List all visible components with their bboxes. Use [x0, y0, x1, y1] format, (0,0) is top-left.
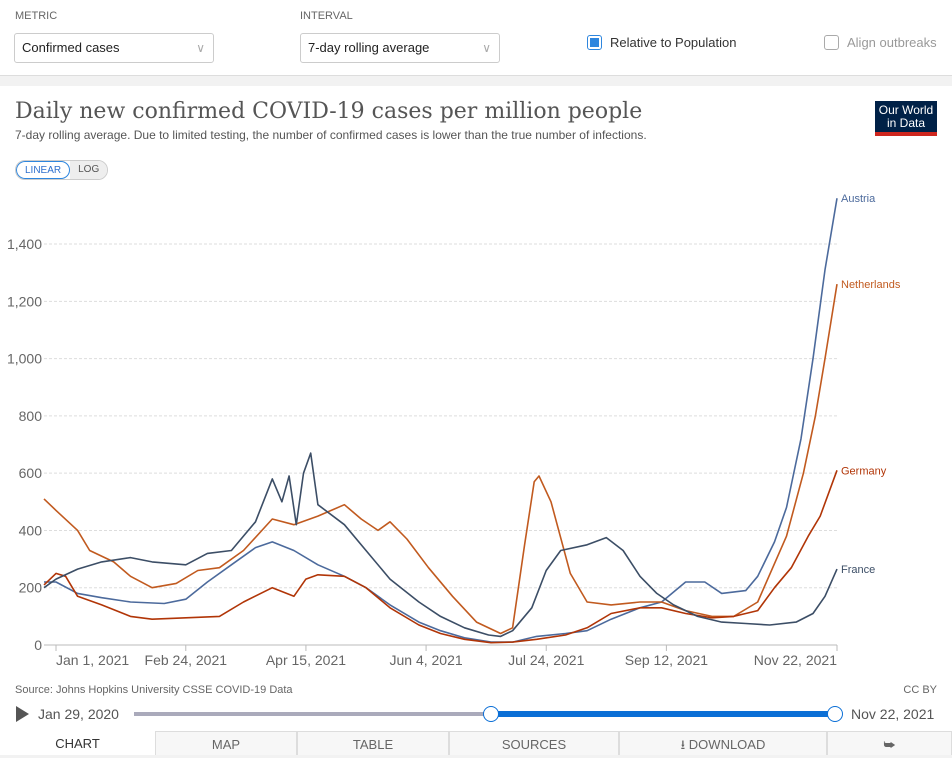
y-tick-label: 200 — [19, 580, 43, 596]
x-tick-label: Feb 24, 2021 — [145, 652, 228, 668]
source-note[interactable]: Source: Johns Hopkins University CSSE CO… — [15, 684, 293, 696]
relative-label: Relative to Population — [610, 35, 737, 50]
series-label-austria: Austria — [841, 193, 876, 205]
metric-label: METRIC — [15, 10, 58, 22]
share-button[interactable]: ⮩ — [827, 731, 952, 755]
chevron-down-icon: ∨ — [196, 41, 205, 55]
align-outbreaks-checkbox[interactable]: Align outbreaks — [824, 35, 937, 50]
interval-value: 7-day rolling average — [308, 40, 430, 55]
timeline-selected-range[interactable] — [491, 711, 835, 717]
y-tick-label: 400 — [19, 522, 43, 538]
series-line-austria — [44, 198, 838, 643]
x-tick-label: Apr 15, 2021 — [266, 652, 346, 668]
x-tick-label: Jun 4, 2021 — [389, 652, 462, 668]
tab-bar: CHART MAP TABLE SOURCES ⭳ DOWNLOAD ⮩ — [0, 731, 952, 755]
series-label-germany: Germany — [841, 465, 887, 477]
y-tick-label: 0 — [34, 637, 42, 653]
share-icon: ⮩ — [883, 737, 896, 752]
download-label: DOWNLOAD — [688, 737, 766, 752]
log-button[interactable]: LOG — [70, 161, 108, 179]
tab-sources[interactable]: SOURCES — [449, 731, 619, 755]
scale-toggle: LINEAR LOG — [15, 160, 109, 180]
timeline-start: Jan 29, 2020 — [38, 706, 119, 722]
checkbox-icon — [824, 35, 839, 50]
controls-bar: METRIC Confirmed cases ∨ INTERVAL 7-day r… — [0, 0, 952, 76]
series-line-france — [43, 452, 838, 638]
y-tick-label: 1,000 — [7, 351, 42, 367]
y-tick-label: 1,400 — [7, 236, 42, 252]
series-label-netherlands: Netherlands — [841, 279, 901, 291]
license[interactable]: CC BY — [903, 684, 937, 696]
x-tick-label: Jan 1, 2021 — [56, 652, 129, 668]
series-line-netherlands — [43, 283, 838, 635]
tab-table[interactable]: TABLE — [297, 731, 449, 755]
chart-subtitle: 7-day rolling average. Due to limited te… — [15, 128, 647, 142]
metric-value: Confirmed cases — [22, 40, 120, 55]
interval-label: INTERVAL — [300, 10, 353, 22]
relative-to-population-checkbox[interactable]: Relative to Population — [587, 35, 736, 50]
chart-title: Daily new confirmed COVID-19 cases per m… — [15, 99, 643, 124]
timeline-start-handle[interactable] — [483, 706, 499, 722]
tab-chart[interactable]: CHART — [0, 731, 155, 755]
chart-card: Daily new confirmed COVID-19 cases per m… — [0, 86, 952, 755]
timeline-end-handle[interactable] — [827, 706, 843, 722]
linear-button[interactable]: LINEAR — [16, 161, 71, 179]
x-tick-label: Jul 24, 2021 — [508, 652, 584, 668]
y-tick-label: 600 — [19, 465, 43, 481]
y-tick-label: 1,200 — [7, 293, 42, 309]
series-label-france: France — [841, 564, 875, 576]
logo-text: Our World in Data — [878, 103, 934, 130]
tab-map[interactable]: MAP — [155, 731, 297, 755]
owid-logo[interactable]: Our World in Data — [875, 101, 937, 136]
play-icon[interactable] — [16, 706, 29, 722]
x-tick-label: Nov 22, 2021 — [754, 652, 837, 668]
checkbox-checked-icon — [587, 35, 602, 50]
series-line-germany — [43, 470, 838, 644]
x-tick-label: Sep 12, 2021 — [625, 652, 709, 668]
y-tick-label: 800 — [19, 408, 43, 424]
interval-select[interactable]: 7-day rolling average ∨ — [300, 33, 500, 63]
align-label: Align outbreaks — [847, 35, 937, 50]
chevron-down-icon: ∨ — [482, 41, 491, 55]
tab-download[interactable]: ⭳ DOWNLOAD — [619, 731, 827, 755]
timeline-end: Nov 22, 2021 — [851, 706, 935, 722]
metric-select[interactable]: Confirmed cases ∨ — [14, 33, 214, 63]
